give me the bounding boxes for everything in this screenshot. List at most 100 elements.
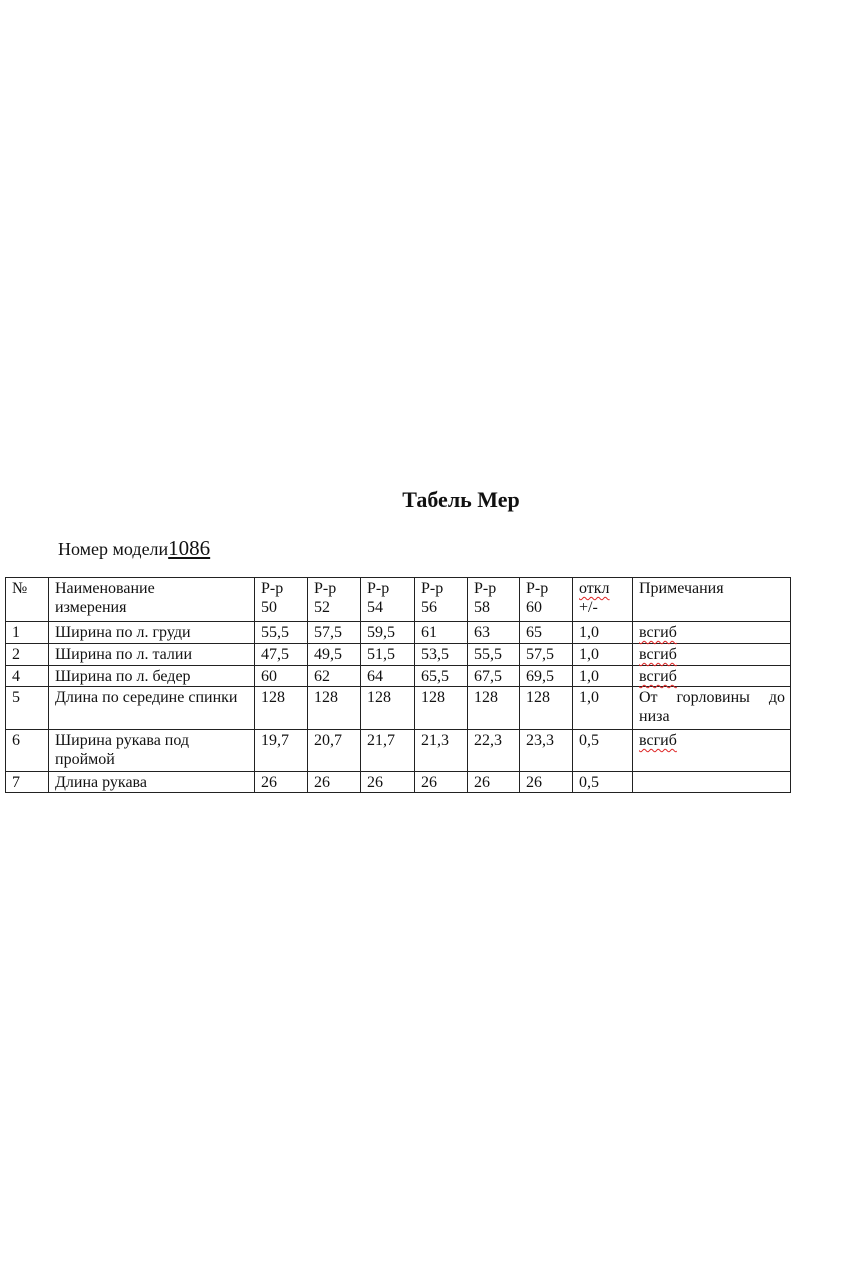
table-row: 6 Ширина рукава под проймой 19,7 20,7 21,7 21…: [5, 729, 791, 772]
note-cell: всгиб: [632, 729, 791, 772]
size-value-cell: 65,5: [414, 665, 468, 687]
size-value-cell: 60: [254, 665, 308, 687]
size-value-cell: 67,5: [467, 665, 520, 687]
table-row: 7 Длина рукава 26 26 26 26 26 26 0,5: [5, 771, 791, 793]
size-value-cell: 57,5: [519, 643, 573, 666]
table-row: 4 Ширина по л. бедер 60 62 64 65,5 67,5 69,5 1,0…: [5, 665, 791, 687]
size-value-cell: 57,5: [307, 621, 361, 644]
size-value-cell: 21,3: [414, 729, 468, 772]
size-value-cell: 63: [467, 621, 520, 644]
tolerance-cell: 0,5: [572, 771, 633, 793]
header-text: 52: [314, 599, 330, 616]
size-value-cell: 20,7: [307, 729, 361, 772]
header-cell: №: [5, 577, 49, 622]
header-text: откл: [579, 580, 610, 597]
measurement-name-cell: Длина рукава: [48, 771, 255, 793]
header-text: 60: [526, 599, 542, 616]
row-number-cell: 5: [5, 686, 49, 730]
size-value-cell: 23,3: [519, 729, 573, 772]
size-value-cell: 26: [414, 771, 468, 793]
header-cell: откл +/-: [572, 577, 633, 622]
size-value-cell: 47,5: [254, 643, 308, 666]
header-text: 56: [421, 599, 437, 616]
size-value-cell: 61: [414, 621, 468, 644]
row-number-cell: 1: [5, 621, 49, 644]
header-text: 58: [474, 599, 490, 616]
header-text: Наименование: [55, 580, 155, 597]
size-value-cell: 128: [414, 686, 468, 730]
header-text: Р-р: [526, 580, 549, 597]
header-text: Примечания: [639, 580, 724, 597]
model-number: 1086: [168, 536, 211, 560]
size-value-cell: 59,5: [360, 621, 415, 644]
row-number-cell: 6: [5, 729, 49, 772]
size-value-cell: 19,7: [254, 729, 308, 772]
size-value-cell: 22,3: [467, 729, 520, 772]
tolerance-cell: 1,0: [572, 643, 633, 666]
header-text: Р-р: [421, 580, 444, 597]
size-value-cell: 128: [254, 686, 308, 730]
size-value-cell: 53,5: [414, 643, 468, 666]
size-value-cell: 128: [467, 686, 520, 730]
size-value-cell: 55,5: [254, 621, 308, 644]
note-cell: всгиб: [632, 643, 791, 666]
tolerance-cell: 0,5: [572, 729, 633, 772]
tolerance-cell: 1,0: [572, 686, 633, 730]
size-value-cell: 49,5: [307, 643, 361, 666]
size-value-cell: 21,7: [360, 729, 415, 772]
measurement-name-cell: Ширина по л. бедер: [48, 665, 255, 687]
size-value-cell: 128: [360, 686, 415, 730]
measurement-name-cell: Длина по середине спинки: [48, 686, 255, 730]
size-value-cell: 64: [360, 665, 415, 687]
size-value-cell: 69,5: [519, 665, 573, 687]
table-row: 5 Длина по середине спинки 128 128 128 128 128…: [5, 686, 791, 730]
header-text: 50: [261, 599, 277, 616]
note-cell: От горловины до низа: [632, 686, 791, 730]
header-cell: Примечания: [632, 577, 791, 622]
header-text: Р-р: [367, 580, 390, 597]
header-text: 54: [367, 599, 383, 616]
size-value-cell: 26: [307, 771, 361, 793]
measurement-name-cell: Ширина по л. талии: [48, 643, 255, 666]
measurements-table: № Наименование измерения Р-р 50 Р-р 52 Р-р 54 Р-р…: [5, 577, 791, 793]
size-value-cell: 51,5: [360, 643, 415, 666]
tolerance-cell: 1,0: [572, 665, 633, 687]
row-number-cell: 2: [5, 643, 49, 666]
size-value-cell: 55,5: [467, 643, 520, 666]
tolerance-cell: 1,0: [572, 621, 633, 644]
model-label: Номер модели: [58, 539, 169, 559]
header-cell: Наименование измерения: [48, 577, 255, 622]
header-text: Р-р: [314, 580, 337, 597]
size-value-cell: 26: [254, 771, 308, 793]
document-title: Табель Мер: [402, 487, 520, 512]
header-cell: Р-р 60: [519, 577, 573, 622]
header-text: +/-: [579, 599, 598, 616]
table-header-row: № Наименование измерения Р-р 50 Р-р 52 Р-р 54 Р-р…: [5, 577, 791, 622]
header-text: измерения: [55, 599, 127, 616]
header-text: №: [12, 580, 28, 597]
size-value-cell: 26: [467, 771, 520, 793]
size-value-cell: 62: [307, 665, 361, 687]
header-cell: Р-р 52: [307, 577, 361, 622]
note-cell: всгиб: [632, 665, 791, 687]
header-cell: Р-р 50: [254, 577, 308, 622]
size-value-cell: 26: [360, 771, 415, 793]
header-cell: Р-р 56: [414, 577, 468, 622]
size-value-cell: 26: [519, 771, 573, 793]
measurement-name-cell: Ширина рукава под проймой: [48, 729, 255, 772]
header-text: Р-р: [474, 580, 497, 597]
header-text: Р-р: [261, 580, 284, 597]
size-value-cell: 65: [519, 621, 573, 644]
row-number-cell: 4: [5, 665, 49, 687]
model-number-line: Номер модели1086: [58, 536, 210, 561]
size-value-cell: 128: [519, 686, 573, 730]
note-cell: [632, 771, 791, 793]
row-number-cell: 7: [5, 771, 49, 793]
table-row: 1 Ширина по л. груди 55,5 57,5 59,5 61 63 65 1,0…: [5, 621, 791, 644]
measurement-name-cell: Ширина по л. груди: [48, 621, 255, 644]
note-cell: всгиб: [632, 621, 791, 644]
size-value-cell: 128: [307, 686, 361, 730]
table-row: 2 Ширина по л. талии 47,5 49,5 51,5 53,5 55,5 5…: [5, 643, 791, 666]
header-cell: Р-р 58: [467, 577, 520, 622]
header-cell: Р-р 54: [360, 577, 415, 622]
